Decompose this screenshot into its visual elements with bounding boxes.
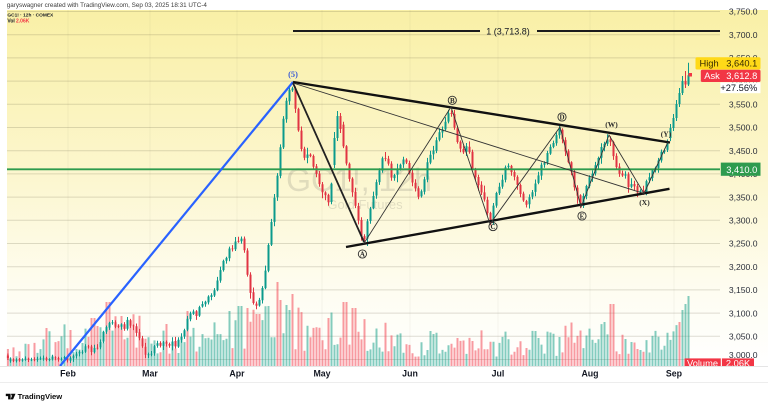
svg-text:Sep: Sep	[666, 368, 683, 378]
svg-text:2.06K: 2.06K	[726, 359, 751, 369]
svg-text:3,300.0: 3,300.0	[729, 216, 758, 226]
svg-text:3,200.0: 3,200.0	[729, 262, 758, 272]
svg-text:3,612.8: 3,612.8	[726, 71, 757, 81]
svg-text:Jul: Jul	[492, 368, 505, 378]
svg-text:3,050.0: 3,050.0	[729, 332, 758, 342]
svg-text:3,150.0: 3,150.0	[729, 285, 758, 295]
svg-text:Aug: Aug	[581, 368, 598, 378]
svg-text:3,450.0: 3,450.0	[729, 146, 758, 156]
svg-text:3,410.0: 3,410.0	[726, 165, 757, 175]
svg-text:A: A	[360, 251, 365, 259]
svg-text:(5): (5)	[288, 70, 298, 79]
svg-text:garyswagner created with Tradi: garyswagner created with TradingView.com…	[7, 2, 208, 9]
svg-text:+27.56%: +27.56%	[720, 83, 757, 93]
svg-text:3,100.0: 3,100.0	[729, 308, 758, 318]
svg-text:May: May	[313, 368, 330, 378]
svg-text:3,500.0: 3,500.0	[729, 123, 758, 133]
svg-text:GC1! · 12h · COMEX: GC1! · 12h · COMEX	[7, 12, 54, 18]
svg-text:3,000.0: 3,000.0	[729, 350, 758, 360]
svg-text:(W): (W)	[605, 120, 618, 129]
svg-text:High: High	[700, 59, 719, 69]
svg-text:3,550.0: 3,550.0	[729, 100, 758, 110]
svg-text:Ask: Ask	[704, 71, 720, 81]
svg-text:3,250.0: 3,250.0	[729, 239, 758, 249]
svg-text:(X): (X)	[639, 198, 650, 207]
svg-text:2.06K: 2.06K	[16, 18, 30, 24]
svg-text:Jun: Jun	[402, 368, 418, 378]
svg-text:TradingView: TradingView	[18, 392, 63, 401]
svg-text:B: B	[450, 97, 455, 105]
svg-text:E: E	[580, 213, 585, 221]
svg-text:Vol: Vol	[7, 18, 15, 24]
svg-text:Apr: Apr	[229, 368, 245, 378]
svg-text:Mar: Mar	[142, 368, 158, 378]
svg-text:3,350.0: 3,350.0	[729, 192, 758, 202]
svg-text:1 (3,713.8): 1 (3,713.8)	[486, 27, 530, 37]
svg-text:3,750.0: 3,750.0	[729, 7, 758, 17]
svg-text:D: D	[559, 114, 564, 122]
svg-text:(Y): (Y)	[661, 130, 672, 139]
svg-text:Feb: Feb	[60, 368, 76, 378]
svg-text:3,700.0: 3,700.0	[729, 30, 758, 40]
svg-text:C: C	[490, 223, 495, 231]
svg-text:Volume: Volume	[687, 359, 718, 369]
svg-text:3,640.1: 3,640.1	[726, 59, 757, 69]
svg-text:GC1!, 12h: GC1!, 12h	[286, 162, 432, 198]
